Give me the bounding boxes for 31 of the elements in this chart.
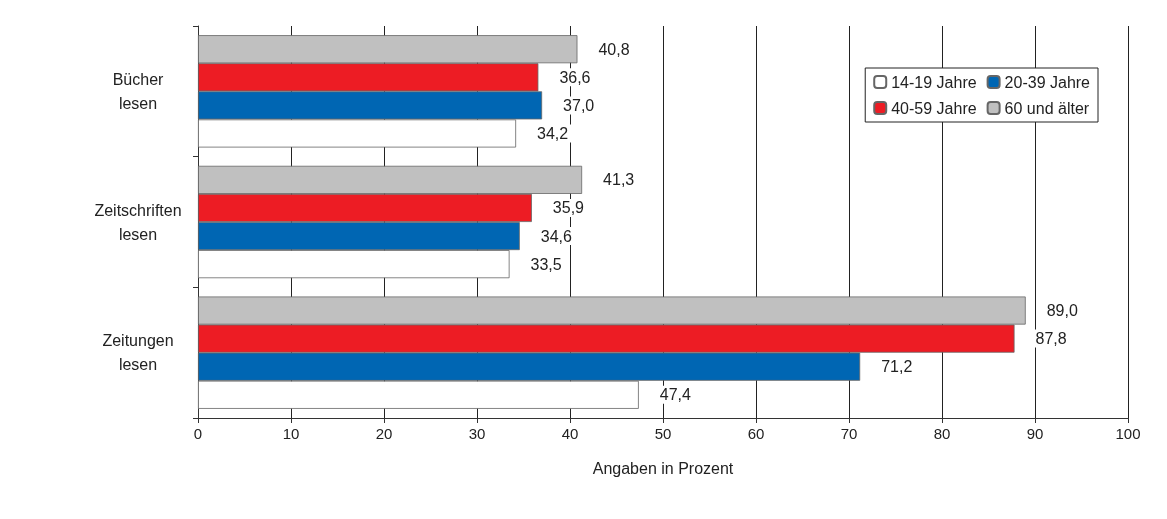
legend-label: 14-19 Jahre (891, 73, 977, 91)
x-tick-label: 0 (193, 425, 203, 442)
data-label: 87,8 (1035, 330, 1067, 348)
data-label: 41,3 (603, 171, 635, 189)
x-tick-label: 100 (1115, 425, 1141, 442)
x-tick-label: 50 (654, 425, 672, 442)
x-tick-label: 30 (468, 425, 486, 442)
data-label: 35,9 (552, 199, 585, 217)
x-tick-label: 70 (840, 425, 858, 442)
y-tick-label: Bücher lesen (112, 70, 165, 112)
x-tick-label: 60 (747, 425, 765, 442)
x-tick-label: 20 (375, 425, 393, 442)
legend-label: 40-59 Jahre (891, 99, 977, 117)
data-label: 36,6 (559, 68, 591, 86)
y-tick-label: Zeitungen lesen (102, 332, 174, 374)
legend-label: 20-39 Jahre (1004, 73, 1091, 91)
data-label: 37,0 (563, 96, 595, 114)
x-tick-label: 80 (933, 425, 951, 442)
x-tick-label: 40 (561, 425, 579, 442)
data-label: 33,5 (530, 255, 562, 273)
x-axis-title: Angaben in Prozent (592, 459, 734, 477)
data-label: 71,2 (881, 358, 913, 376)
x-tick-label: 90 (1026, 425, 1044, 442)
data-label: 89,0 (1046, 302, 1078, 320)
x-tick-label: 10 (282, 425, 300, 442)
y-tick-label: Zeitschriften lesen (94, 201, 182, 243)
legend-label: 60 und älter (1004, 99, 1090, 117)
data-label: 40,8 (598, 40, 630, 58)
data-label: 47,4 (659, 386, 692, 404)
data-label: 34,2 (537, 124, 569, 142)
data-label: 34,6 (540, 227, 573, 245)
